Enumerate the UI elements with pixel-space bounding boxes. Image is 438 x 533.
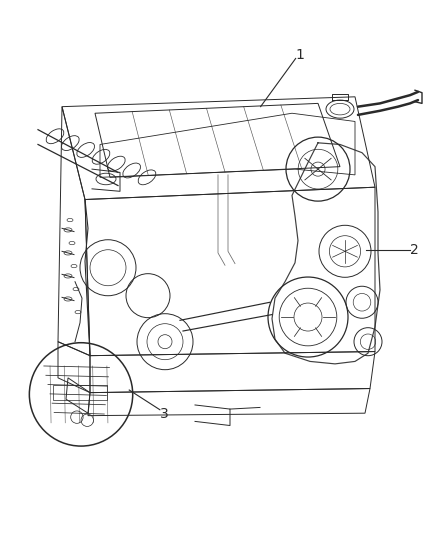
- Text: 1: 1: [296, 49, 304, 62]
- Text: 3: 3: [160, 407, 169, 421]
- Text: 2: 2: [410, 243, 418, 257]
